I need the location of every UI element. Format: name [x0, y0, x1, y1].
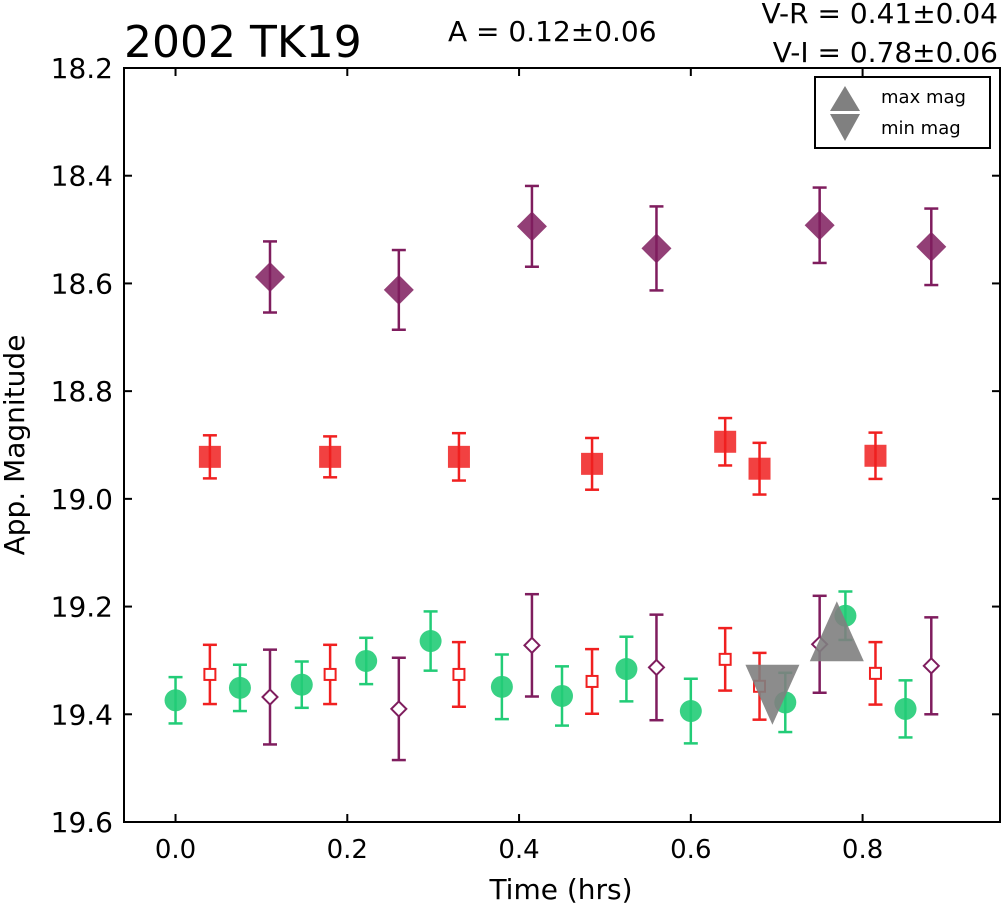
diamond-point: [641, 233, 672, 264]
open-square-point: [452, 667, 466, 681]
legend-max-mag-marker: [830, 86, 860, 111]
circle-point: [679, 700, 702, 723]
y-tick-label: 19.6: [51, 806, 113, 839]
square-point: [748, 457, 771, 480]
y-axis-label: App. Magnitude: [0, 335, 31, 556]
circle-point: [615, 658, 638, 681]
y-tick-label: 19.4: [51, 698, 113, 731]
legend-min-mag-marker: [830, 114, 860, 141]
color-vr-label: V-R = 0.41±0.04: [762, 0, 998, 30]
x-tick-label: 0.6: [670, 835, 711, 865]
legend-min-mag-label: min mag: [881, 118, 961, 139]
open-diamond-point: [523, 636, 541, 655]
square-point: [319, 445, 342, 468]
max-mag-triangle: [809, 601, 864, 662]
square-point: [198, 445, 221, 468]
y-tick-label: 18.2: [51, 52, 113, 85]
open-square-point: [718, 652, 732, 666]
amplitude-label: A = 0.12±0.06: [448, 15, 657, 48]
data-marks: [164, 184, 947, 762]
min-mag-triangle: [745, 664, 800, 725]
open-square-point: [585, 674, 599, 688]
x-tick-label: 0.0: [155, 835, 196, 865]
y-tick-label: 19.0: [51, 483, 113, 516]
diamond-point: [916, 231, 947, 262]
open-diamond-point: [922, 656, 941, 675]
diamond-point: [516, 211, 547, 242]
circle-point: [228, 676, 251, 699]
circle-point: [290, 673, 313, 696]
open-diamond-point: [261, 688, 279, 706]
circle-point: [894, 697, 917, 720]
x-tick-label: 0.8: [842, 835, 883, 865]
square-point: [581, 452, 604, 475]
y-tick-label: 18.4: [51, 160, 113, 193]
diamond-point: [804, 210, 835, 241]
square-point: [714, 430, 737, 453]
circle-point: [419, 630, 442, 653]
open-square-point: [323, 667, 337, 681]
open-diamond-point: [389, 699, 408, 718]
color-vi-label: V-I = 0.78±0.06: [773, 36, 998, 69]
circle-point: [490, 675, 513, 698]
y-tick-label: 19.2: [51, 591, 113, 624]
open-square-point: [868, 666, 882, 680]
square-point: [447, 445, 470, 468]
legend: max mag min mag: [814, 76, 991, 149]
diamond-point: [383, 274, 414, 305]
x-tick-label: 0.4: [498, 835, 539, 865]
x-tick-label: 0.2: [327, 835, 368, 865]
y-tick-label: 18.8: [51, 375, 113, 408]
x-axis-label: Time (hrs): [488, 873, 632, 904]
axis-ticks: 0.0 0.2 0.4 0.6 0.8 18.2 18.4 18.6 18.8 19.0 19.2 1…: [51, 52, 1000, 865]
plot-frame: [123, 67, 1001, 823]
open-square-point: [203, 667, 217, 681]
chart-title: 2002 TK19: [124, 17, 362, 68]
circle-point: [164, 689, 187, 712]
circle-point: [355, 649, 378, 672]
square-point: [864, 444, 887, 467]
open-diamond-point: [647, 658, 666, 677]
circle-point: [551, 684, 573, 707]
diamond-point: [255, 261, 285, 292]
legend-max-mag-label: max mag: [881, 87, 966, 108]
y-tick-label: 18.6: [51, 267, 113, 300]
